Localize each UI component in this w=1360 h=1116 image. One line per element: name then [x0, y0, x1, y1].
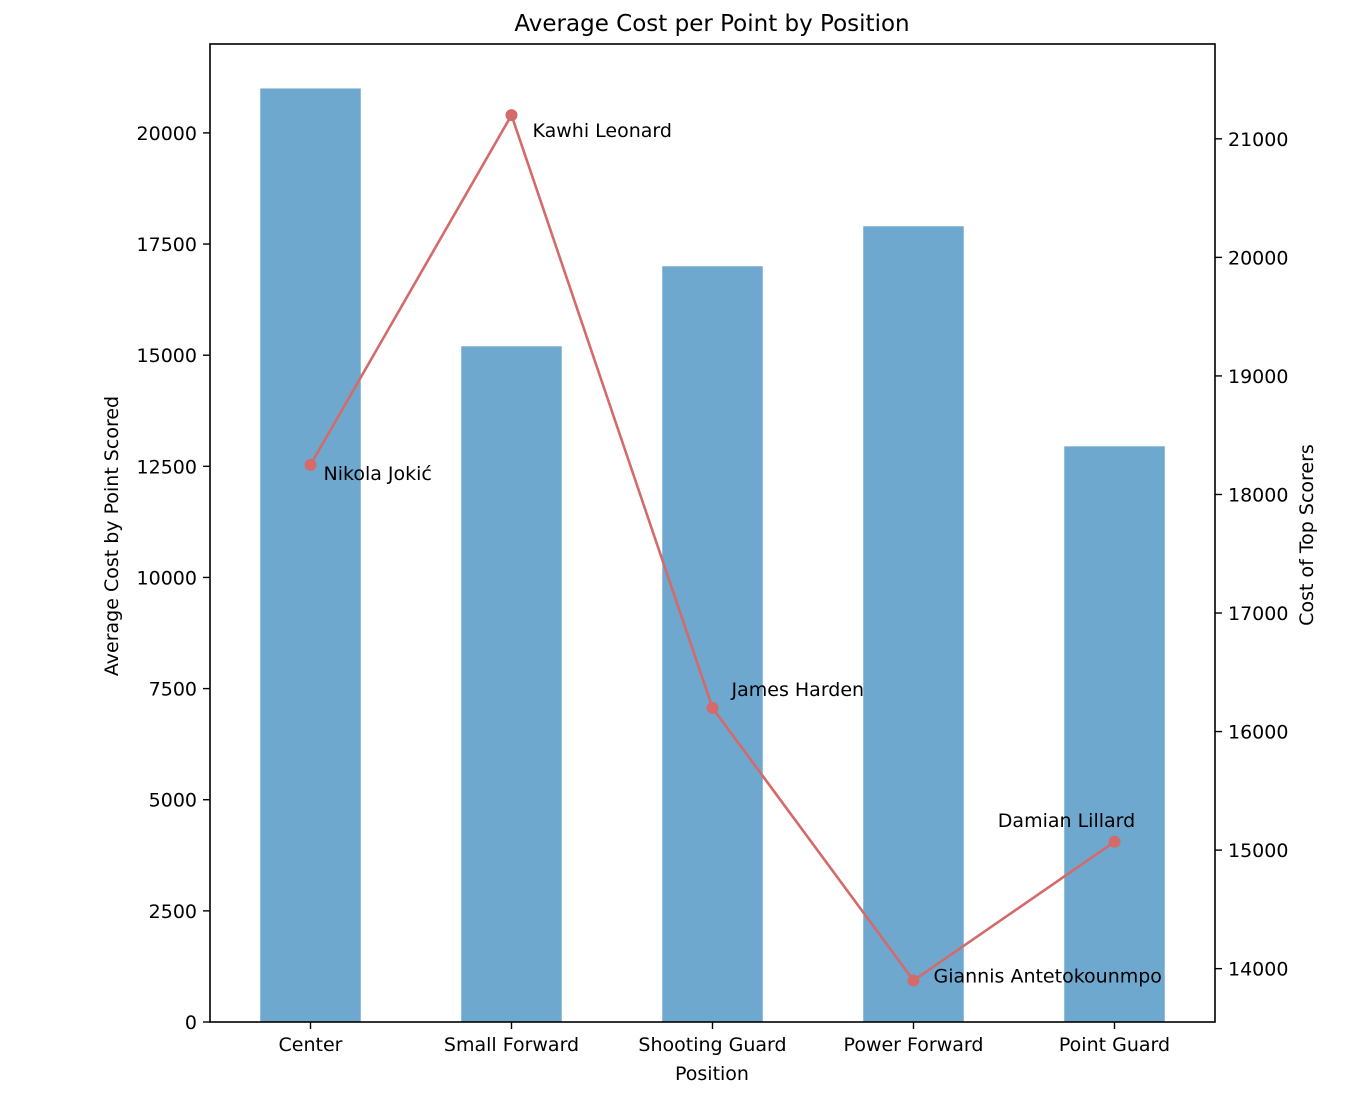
bars-layer: [260, 88, 1165, 1023]
point-label-4: Damian Lillard: [998, 810, 1135, 832]
y2-tick-label-1: 15000: [1228, 840, 1288, 862]
line-point-4: [1108, 835, 1121, 848]
y2-tick-label-5: 19000: [1228, 366, 1288, 388]
line-layer: [304, 109, 1121, 987]
y-tick-label-7: 17500: [137, 234, 197, 256]
y2-tick-label-2: 16000: [1228, 722, 1288, 744]
y2-axis-title: Cost of Top Scorers: [1296, 444, 1318, 626]
y-tick-label-0: 0: [185, 1012, 197, 1034]
bar-4: [1064, 446, 1165, 1023]
right-axis: 14000 15000 16000 17000 18000 19000 20000 21000: [1215, 129, 1288, 981]
bar-3: [863, 226, 964, 1022]
bar-1: [461, 346, 562, 1023]
y2-tick-label-3: 17000: [1228, 603, 1288, 625]
y-tick-label-3: 7500: [149, 679, 197, 701]
bar-0: [260, 88, 361, 1023]
x-tick-label-2: Shooting Guard: [638, 1034, 786, 1056]
y-tick-label-8: 20000: [137, 123, 197, 145]
point-label-3: Giannis Antetokounmpo: [934, 966, 1162, 988]
point-label-2: James Harden: [731, 679, 865, 701]
y2-tick-label-6: 20000: [1228, 247, 1288, 269]
chart-title: Average Cost per Point by Position: [514, 11, 909, 37]
y-tick-label-2: 5000: [149, 790, 197, 812]
point-label-1: Kawhi Leonard: [533, 120, 672, 142]
y-tick-label-4: 10000: [137, 567, 197, 589]
bar-2: [662, 266, 763, 1023]
line-point-3: [907, 974, 920, 987]
point-label-0: Nikola Jokić: [324, 463, 432, 485]
x-tick-label-3: Power Forward: [844, 1034, 984, 1056]
annotations-layer: Nikola Jokić Kawhi Leonard James Harden Gia…: [324, 120, 1162, 987]
y-axis-title: Average Cost by Point Scored: [101, 396, 123, 676]
line-point-2: [706, 701, 719, 714]
y2-tick-label-0: 14000: [1228, 959, 1288, 981]
x-tick-label-1: Small Forward: [444, 1034, 579, 1056]
y2-tick-label-7: 21000: [1228, 129, 1288, 151]
left-axis: 0 2500 5000 7500 10000 12500 15000 17500 20000: [137, 123, 210, 1034]
line-point-0: [304, 458, 317, 471]
x-axis-title: Position: [675, 1063, 749, 1085]
y2-tick-label-4: 18000: [1228, 484, 1288, 506]
y-tick-label-5: 12500: [137, 456, 197, 478]
x-axis: Center Small Forward Shooting Guard Power F…: [279, 1022, 1170, 1056]
y-tick-label-1: 2500: [149, 901, 197, 923]
x-tick-label-0: Center: [279, 1034, 343, 1056]
x-tick-label-4: Point Guard: [1059, 1034, 1170, 1056]
line-point-1: [505, 109, 518, 122]
y-tick-label-6: 15000: [137, 345, 197, 367]
